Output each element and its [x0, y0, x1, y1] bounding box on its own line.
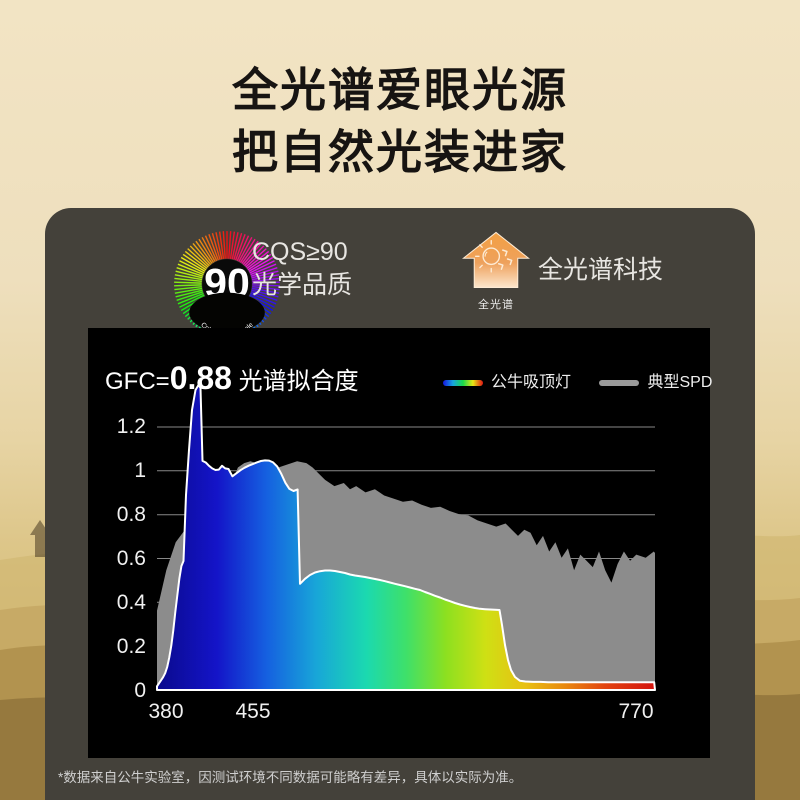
- svg-text:0.8: 0.8: [117, 503, 146, 526]
- svg-text:0.6: 0.6: [117, 547, 146, 570]
- svg-text:1.2: 1.2: [117, 415, 146, 438]
- svg-text:455: 455: [235, 700, 270, 723]
- svg-text:0.4: 0.4: [117, 591, 147, 614]
- svg-text:0: 0: [134, 679, 146, 702]
- svg-text:0.2: 0.2: [117, 635, 146, 658]
- svg-text:770: 770: [618, 700, 653, 723]
- svg-text:1: 1: [134, 459, 146, 482]
- svg-text:380: 380: [148, 700, 183, 723]
